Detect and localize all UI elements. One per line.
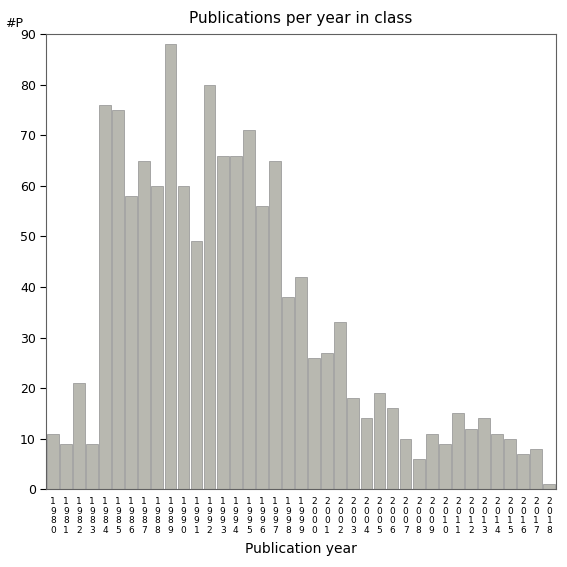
Bar (361, 418, 373, 489)
Bar (335, 323, 346, 489)
Bar (73, 383, 85, 489)
Bar (374, 393, 386, 489)
Bar (465, 429, 477, 489)
Bar (439, 444, 451, 489)
Bar (256, 206, 268, 489)
Bar (321, 353, 333, 489)
Bar (426, 434, 438, 489)
Bar (112, 110, 124, 489)
Bar (191, 242, 202, 489)
Bar (413, 459, 425, 489)
Bar (282, 297, 294, 489)
Bar (177, 186, 189, 489)
Bar (530, 448, 542, 489)
Bar (204, 85, 215, 489)
Bar (217, 155, 229, 489)
Bar (308, 358, 320, 489)
Bar (452, 413, 464, 489)
Bar (400, 439, 412, 489)
Bar (151, 186, 163, 489)
Bar (125, 196, 137, 489)
Bar (99, 105, 111, 489)
Bar (478, 418, 490, 489)
Bar (491, 434, 503, 489)
Bar (138, 160, 150, 489)
Bar (230, 155, 242, 489)
Bar (295, 277, 307, 489)
Bar (86, 444, 98, 489)
Text: #P: #P (6, 16, 23, 29)
Bar (348, 398, 359, 489)
Bar (243, 130, 255, 489)
Bar (47, 434, 58, 489)
Bar (387, 408, 399, 489)
Title: Publications per year in class: Publications per year in class (189, 11, 413, 26)
Bar (164, 44, 176, 489)
Bar (517, 454, 529, 489)
Bar (60, 444, 72, 489)
Bar (504, 439, 516, 489)
Bar (269, 160, 281, 489)
X-axis label: Publication year: Publication year (245, 542, 357, 556)
Bar (544, 484, 555, 489)
